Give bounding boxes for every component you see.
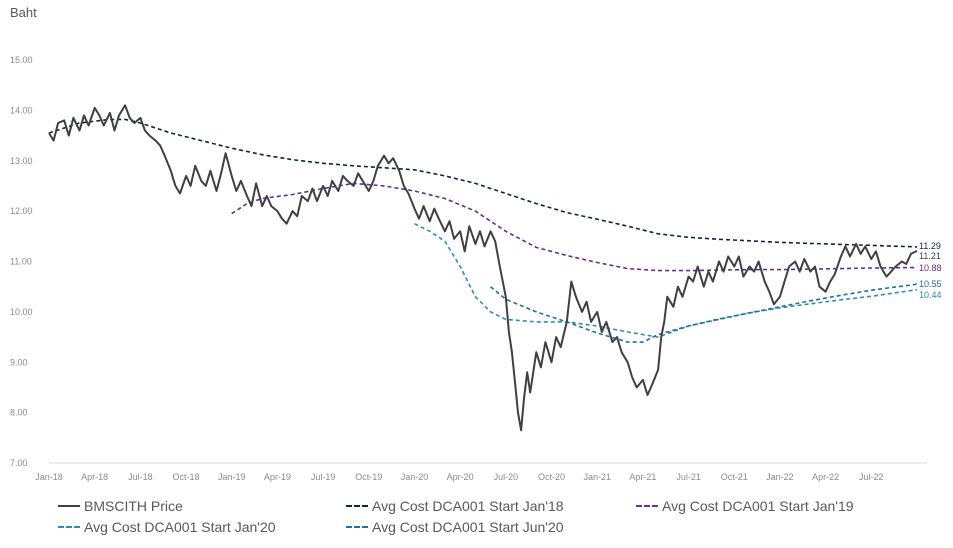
- legend-swatch: [58, 505, 80, 507]
- legend-swatch: [636, 505, 658, 507]
- legend-label: Avg Cost DCA001 Start Jan'20: [84, 519, 276, 535]
- legend-item: Avg Cost DCA001 Start Jan'18: [346, 498, 564, 514]
- series-line-2: [231, 182, 918, 272]
- legend: BMSCITH Price Avg Cost DCA001 Start Jan'1…: [0, 496, 953, 546]
- x-tick-label: Jan-22: [766, 472, 794, 482]
- y-tick-label: 15.00: [10, 55, 33, 65]
- legend-swatch: [58, 526, 80, 528]
- series-end-label: 11.29: [919, 241, 941, 251]
- x-tick-label: Oct-19: [355, 472, 382, 482]
- x-tick-label: Jan-19: [218, 472, 246, 482]
- x-tick-label: Jul-22: [859, 472, 884, 482]
- legend-item: Avg Cost DCA001 Start Jun'20: [346, 519, 564, 535]
- y-tick-label: 10.00: [10, 307, 33, 317]
- legend-item: BMSCITH Price: [58, 498, 183, 514]
- legend-swatch: [346, 526, 368, 528]
- y-tick-label: 13.00: [10, 156, 33, 166]
- y-tick-label: 11.00: [10, 257, 32, 267]
- series-end-label: 10.88: [919, 263, 942, 273]
- x-tick-label: Oct-21: [721, 472, 748, 482]
- x-tick-label: Apr-20: [447, 472, 474, 482]
- series-end-label: 10.55: [919, 279, 942, 289]
- x-tick-label: Apr-21: [629, 472, 656, 482]
- y-axis-unit-label: Baht: [10, 5, 37, 20]
- legend-item: Avg Cost DCA001 Start Jan'19: [636, 498, 854, 514]
- legend-item: Avg Cost DCA001 Start Jan'20: [58, 519, 276, 535]
- x-tick-label: Jan-21: [583, 472, 611, 482]
- y-tick-label: 8.00: [10, 408, 28, 418]
- x-tick-label: Jul-19: [311, 472, 336, 482]
- x-tick-label: Jan-20: [401, 472, 429, 482]
- series-end-label: 10.44: [919, 290, 942, 300]
- series-line-4: [490, 283, 918, 343]
- legend-label: BMSCITH Price: [84, 498, 183, 514]
- series-line-3: [414, 222, 918, 338]
- legend-label: Avg Cost DCA001 Start Jan'19: [662, 498, 854, 514]
- x-tick-label: Jul-18: [128, 472, 153, 482]
- x-tick-label: Apr-18: [81, 472, 108, 482]
- y-tick-label: 12.00: [10, 206, 33, 216]
- x-tick-label: Oct-20: [538, 472, 565, 482]
- y-tick-label: 7.00: [10, 458, 28, 468]
- series-line-0: [48, 104, 918, 432]
- legend-label: Avg Cost DCA001 Start Jun'20: [372, 519, 564, 535]
- y-tick-label: 14.00: [10, 105, 33, 115]
- series-end-label: 11.21: [919, 251, 941, 261]
- line-chart: 15.00 14.00 13.00 12.00 11.00 10.00 9.00 8.00 7.…: [10, 55, 942, 482]
- x-tick-label: Jan-18: [35, 472, 63, 482]
- x-tick-label: Apr-22: [812, 472, 839, 482]
- legend-label: Avg Cost DCA001 Start Jan'18: [372, 498, 564, 514]
- x-tick-label: Apr-19: [264, 472, 291, 482]
- x-tick-label: Jul-21: [676, 472, 701, 482]
- x-tick-label: Jul-20: [494, 472, 519, 482]
- legend-swatch: [346, 505, 368, 507]
- x-tick-label: Oct-18: [173, 472, 200, 482]
- y-tick-label: 9.00: [10, 357, 28, 367]
- series-line-1: [48, 118, 918, 248]
